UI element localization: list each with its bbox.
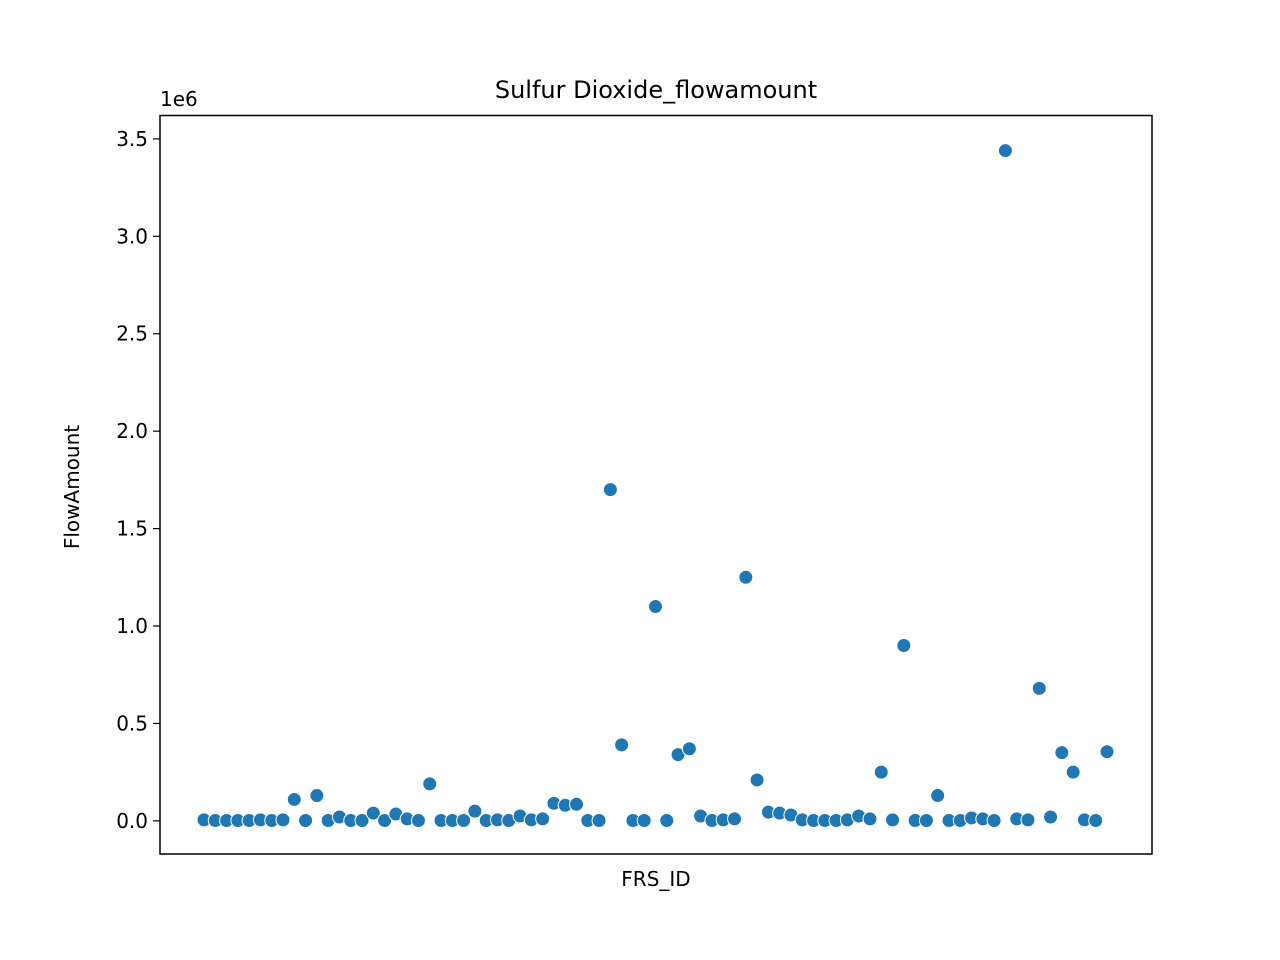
y-tick-label: 1.5 [116,517,148,541]
y-tick-label: 2.0 [116,419,148,443]
data-point [354,812,370,828]
y-tick-label: 0.0 [116,809,148,833]
data-point [930,788,946,804]
data-point [1065,764,1081,780]
data-points [196,143,1115,828]
data-point [456,812,472,828]
data-point [1031,680,1047,696]
data-point [681,741,697,757]
data-point [568,796,584,812]
plot-frame [159,114,1153,855]
data-point [1043,809,1059,825]
data-point [1088,812,1104,828]
chart-title: Sulfur Dioxide_flowamount [495,76,817,104]
data-point [636,812,652,828]
data-point [298,812,314,828]
data-point [1099,744,1115,760]
y-tick-label: 1.0 [116,614,148,638]
data-point [918,812,934,828]
data-point [986,812,1002,828]
data-point [602,482,618,498]
data-point [467,803,483,819]
y-offset-label: 1e6 [160,87,198,111]
data-point [286,791,302,807]
y-tick-label: 3.0 [116,224,148,248]
data-point [896,638,912,654]
data-point [410,812,426,828]
data-point [738,569,754,585]
data-point [1020,812,1036,828]
y-axis-ticks: 0.0 0.5 1.0 1.5 2.0 2.5 3.0 3.5 [116,127,160,833]
data-point [648,599,663,615]
y-tick-label: 2.5 [116,322,148,346]
data-point [749,772,765,788]
data-point [275,812,291,828]
data-point [727,811,743,827]
y-tick-label: 3.5 [116,127,148,151]
data-point [885,812,901,828]
x-axis-label: FRS_ID [621,867,690,891]
data-point [422,776,438,792]
y-tick-label: 0.5 [116,711,148,735]
y-axis-label: FlowAmount [60,425,84,549]
data-point [659,812,675,828]
data-point [365,805,381,821]
data-point [1054,745,1070,761]
data-point [377,812,393,828]
data-point [997,143,1013,159]
data-point [862,811,878,827]
data-point [614,737,630,753]
data-point [535,811,551,827]
data-point [309,788,325,804]
data-point [873,764,889,780]
data-point [591,812,607,828]
